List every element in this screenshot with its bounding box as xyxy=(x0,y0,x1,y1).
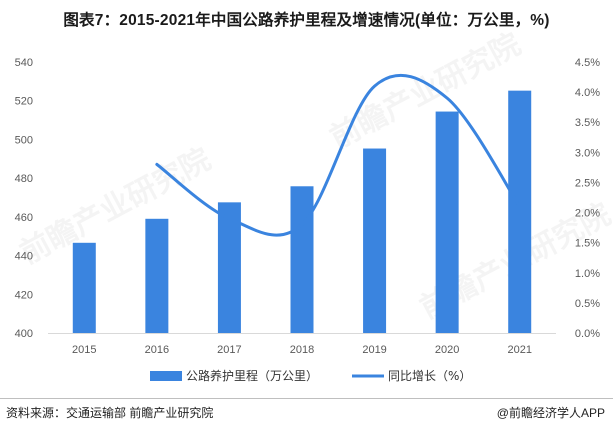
legend-line-label: 同比增长（%） xyxy=(388,369,471,383)
y-right-tick-label: 4.0% xyxy=(575,87,600,99)
y-right-tick-label: 2.5% xyxy=(575,177,600,189)
y-left-tick-label: 540 xyxy=(15,57,33,69)
x-tick-label: 2018 xyxy=(290,344,314,356)
y-right-tick-label: 2.0% xyxy=(575,208,600,220)
x-tick-label: 2021 xyxy=(507,344,531,356)
footer-divider xyxy=(0,398,613,399)
x-tick-label: 2016 xyxy=(145,344,169,356)
x-tick-label: 2020 xyxy=(435,344,459,356)
axes: 400 420 440 460 480 500 520 540 0.0% 0.5% 1.0% 1.5%… xyxy=(15,57,601,356)
source-note: 资料来源：交通运输部 前瞻产业研究院 xyxy=(6,406,214,420)
line-series xyxy=(155,73,522,237)
chart-title: 图表7：2015-2021年中国公路养护里程及增速情况(单位：万公里，%) xyxy=(63,12,550,29)
y-right-tick-label: 1.0% xyxy=(575,268,600,280)
y-left-tick-label: 440 xyxy=(15,251,33,263)
y-left-tick-label: 400 xyxy=(15,328,33,340)
x-tick-label: 2015 xyxy=(72,344,96,356)
watermark-text: 前瞻产业研究院 xyxy=(325,27,527,156)
bar xyxy=(508,90,532,333)
y-right-tick-label: 0.5% xyxy=(575,298,600,310)
bar xyxy=(217,202,241,333)
bar xyxy=(72,242,96,333)
bar xyxy=(435,111,459,333)
bar xyxy=(363,148,387,333)
legend-bar-swatch xyxy=(150,371,182,381)
y-right-tick-label: 3.0% xyxy=(575,147,600,159)
y-right-tick-label: 4.5% xyxy=(575,57,600,69)
y-left-tick-label: 480 xyxy=(15,173,33,185)
y-left-tick-label: 420 xyxy=(15,289,33,301)
bar-series xyxy=(72,90,532,333)
y-right-tick-label: 0.0% xyxy=(575,328,600,340)
x-tick-label: 2019 xyxy=(362,344,386,356)
bar xyxy=(290,186,314,333)
y-right-tick-label: 3.5% xyxy=(575,117,600,129)
growth-line xyxy=(155,73,522,237)
legend: 公路养护里程（万公里） 同比增长（%） xyxy=(150,368,471,383)
brand-credit: @前瞻经济学人APP xyxy=(496,406,605,420)
y-left-tick-label: 460 xyxy=(15,212,33,224)
watermark-text: 前瞻产业研究院 xyxy=(15,142,217,271)
bar xyxy=(145,218,169,333)
legend-bar-label: 公路养护里程（万公里） xyxy=(186,368,318,383)
x-tick-label: 2017 xyxy=(217,344,241,356)
y-right-tick-label: 1.5% xyxy=(575,238,600,250)
y-left-tick-label: 520 xyxy=(15,96,33,108)
y-left-tick-label: 500 xyxy=(15,134,33,146)
